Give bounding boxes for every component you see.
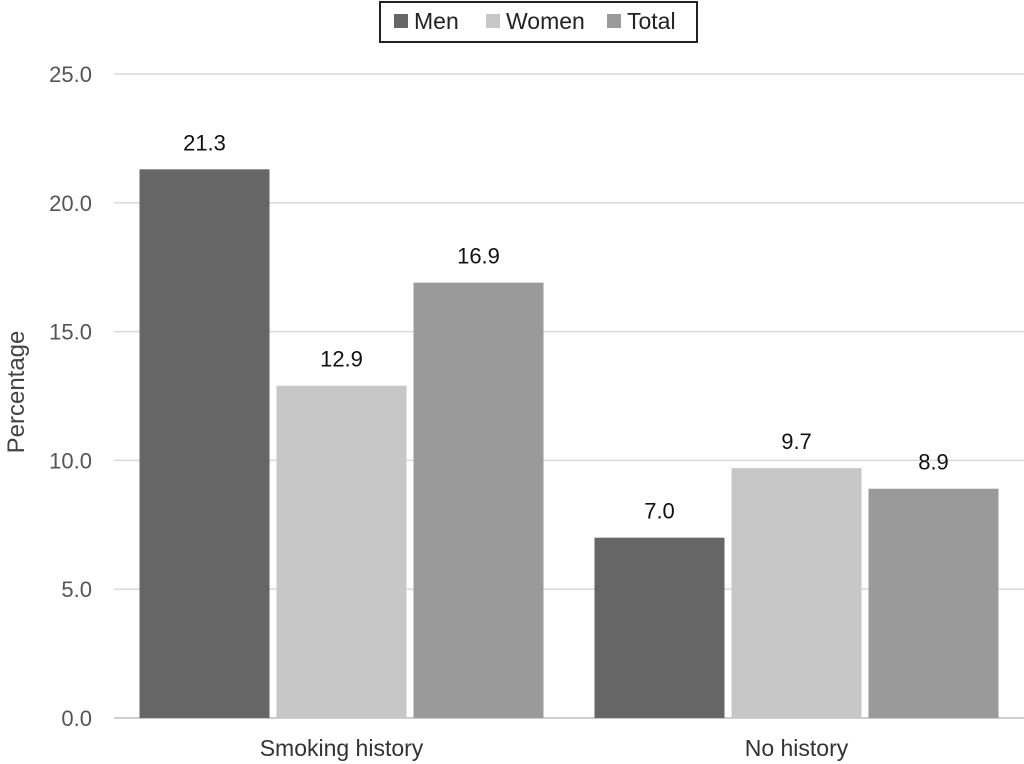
data-label: 9.7 [781,429,812,454]
data-label: 21.3 [183,130,226,155]
y-tick-label: 25.0 [49,62,92,87]
legend-swatch-total [607,14,621,28]
bar-women-no-history [731,468,862,718]
legend-swatch-women [486,14,500,28]
legend-label-men: Men [414,8,459,34]
bar-men-no-history [594,537,725,718]
legend-swatch-men [394,14,408,28]
y-tick-label: 5.0 [61,577,92,602]
data-label: 12.9 [320,347,363,372]
y-tick-label: 20.0 [49,191,92,216]
y-tick-label: 15.0 [49,320,92,345]
x-category-label: No history [745,735,849,761]
data-label: 8.9 [918,450,949,475]
bar-total-no-history [868,488,999,718]
bars [139,169,999,718]
y-axis-title: Percentage [3,331,30,454]
legend: Men Women Total [379,1,698,43]
legend-label-total: Total [627,8,676,34]
legend-label-women: Women [506,8,585,34]
bar-total-smoking-history [413,282,544,718]
x-category-label: Smoking history [260,735,424,761]
category-labels: Smoking history No history [260,735,849,761]
bar-women-smoking-history [276,385,407,718]
y-tick-label: 10.0 [49,448,92,473]
y-axis-ticks: 0.0 5.0 10.0 15.0 20.0 25.0 [49,62,92,731]
data-label: 16.9 [457,244,500,269]
bar-men-smoking-history [139,169,270,718]
data-labels: 21.3 12.9 16.9 7.0 9.7 8.9 [183,130,949,523]
y-tick-label: 0.0 [61,706,92,731]
data-label: 7.0 [644,499,675,524]
legend-box [379,1,698,43]
